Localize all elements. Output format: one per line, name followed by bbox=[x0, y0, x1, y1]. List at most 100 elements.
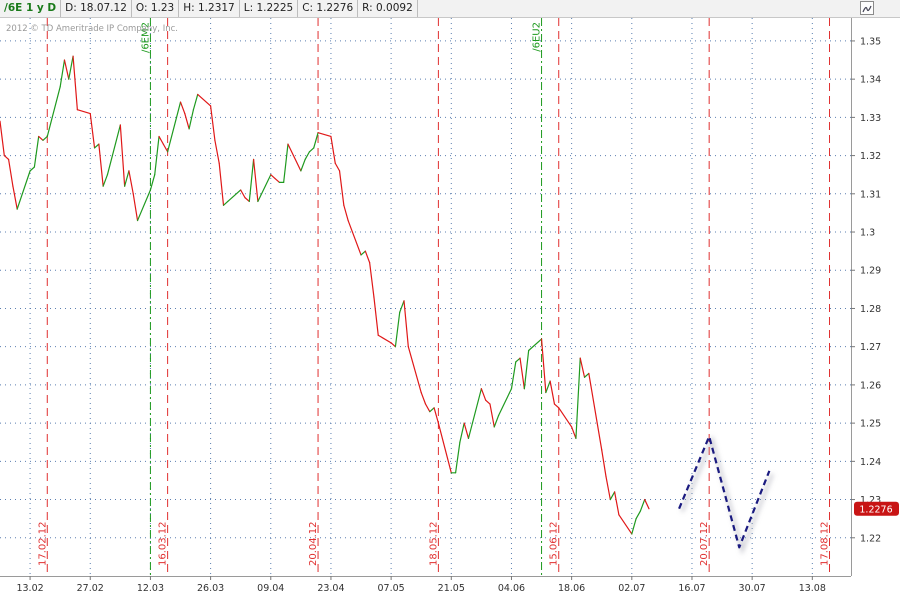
price-segment bbox=[545, 380, 551, 394]
price-segment bbox=[424, 403, 431, 413]
price-segment bbox=[162, 143, 169, 153]
marker-lines: 17.02.12/6EM2 16.03.12 20.04.12 18.05.12/6E… bbox=[37, 18, 831, 576]
price-segment bbox=[347, 219, 362, 256]
date-tick-label: 21.05 bbox=[438, 583, 465, 594]
price-segment bbox=[369, 262, 375, 298]
symbol-label[interactable]: /6E 1 y D bbox=[0, 0, 62, 17]
price-segment bbox=[270, 174, 276, 180]
price-segment bbox=[549, 380, 556, 405]
low-label: L: 1.2225 bbox=[240, 0, 299, 17]
price-segment bbox=[227, 189, 242, 203]
price-segment bbox=[454, 441, 461, 474]
price-segment bbox=[390, 342, 397, 348]
price-segment bbox=[300, 158, 306, 172]
date-tick-label: 26.03 bbox=[197, 583, 224, 594]
price-segment bbox=[571, 426, 577, 440]
price-tick-label: 1.35 bbox=[860, 36, 881, 47]
copyright-text: 2012 © TD Ameritrade IP Company, Inc. bbox=[6, 24, 178, 34]
price-segment bbox=[72, 55, 78, 111]
price-segment bbox=[128, 170, 134, 195]
price-segment bbox=[63, 59, 70, 80]
price-segment bbox=[631, 518, 637, 535]
price-segment bbox=[102, 174, 109, 187]
date-tick-label: 02.07 bbox=[618, 583, 645, 594]
price-tick-label: 1.31 bbox=[860, 189, 881, 200]
last-price-label: 1.2276 bbox=[859, 505, 892, 516]
price-segment bbox=[553, 403, 560, 409]
price-segment bbox=[33, 135, 40, 168]
price-segment bbox=[317, 132, 332, 138]
price-segment bbox=[89, 112, 96, 149]
date-tick-label: 12.03 bbox=[137, 583, 164, 594]
marker-label: 20.07.12 bbox=[699, 521, 710, 566]
marker-label: 17.08.12 bbox=[820, 521, 831, 566]
price-segment bbox=[635, 510, 641, 520]
price-segment bbox=[399, 300, 405, 313]
projection-line bbox=[678, 435, 771, 549]
price-segment bbox=[614, 491, 620, 516]
price-segment bbox=[136, 189, 152, 222]
price-segment bbox=[489, 403, 495, 428]
price-tick-label: 1.22 bbox=[860, 533, 881, 544]
price-segment bbox=[493, 414, 500, 428]
price-segment bbox=[575, 357, 581, 440]
date-tick-label: 18.06 bbox=[558, 583, 585, 594]
price-segment bbox=[601, 449, 607, 478]
date-tick-label: 09.04 bbox=[257, 583, 284, 594]
chart-header: /6E 1 y D D: 18.07.12 O: 1.23 H: 1.2317 … bbox=[0, 0, 900, 18]
price-segment bbox=[485, 399, 491, 405]
price-segment bbox=[132, 193, 139, 222]
price-segment bbox=[93, 143, 100, 149]
price-segment bbox=[154, 135, 160, 176]
price-segment bbox=[252, 158, 259, 203]
price-tick-label: 1.33 bbox=[860, 113, 881, 124]
price-segment bbox=[3, 154, 10, 161]
price-segment bbox=[59, 59, 66, 88]
price-segment bbox=[313, 132, 319, 149]
marker-label: /6EM2 bbox=[140, 22, 151, 53]
price-segment bbox=[38, 135, 44, 141]
marker-label: 18.05.12 bbox=[428, 521, 439, 566]
marker-label: 15.06.12 bbox=[549, 521, 560, 566]
price-segment bbox=[343, 204, 349, 222]
chart-style-icon bbox=[862, 5, 872, 13]
price-tick-label: 1.3 bbox=[860, 228, 875, 239]
price-segment bbox=[540, 338, 547, 394]
price-segment bbox=[222, 200, 229, 206]
date-axis[interactable]: 13.02 27.02 12.03 26.03 09.04 23.04 07.05 21.05… bbox=[0, 576, 851, 594]
price-segment bbox=[119, 124, 126, 187]
price-tick-label: 1.24 bbox=[860, 457, 881, 468]
price-segment bbox=[42, 135, 48, 141]
price-segment bbox=[287, 143, 302, 172]
price-segment bbox=[420, 391, 427, 405]
chart-settings-button[interactable] bbox=[860, 1, 874, 15]
price-segment bbox=[639, 498, 646, 512]
price-segment bbox=[274, 177, 280, 183]
price-tick-label: 1.23 bbox=[860, 495, 881, 506]
price-segment bbox=[179, 101, 186, 115]
price-segment bbox=[515, 357, 521, 363]
price-segment bbox=[184, 112, 190, 130]
price-segment bbox=[12, 185, 18, 210]
price-axis[interactable]: 1.22 1.23 1.24 1.25 1.26 1.27 1.28 1.29 1.3 1.31 1… bbox=[851, 18, 899, 576]
price-segment bbox=[433, 407, 439, 424]
marker-label: 16.03.12 bbox=[158, 521, 169, 566]
price-segment bbox=[124, 170, 130, 187]
price-segment bbox=[7, 158, 14, 187]
price-segment bbox=[304, 151, 311, 161]
price-segment bbox=[364, 250, 371, 264]
price-segment bbox=[244, 197, 250, 203]
price-segment bbox=[29, 166, 35, 172]
price-series bbox=[0, 55, 650, 535]
price-segment bbox=[558, 407, 573, 428]
price-segment bbox=[308, 147, 315, 153]
price-tick-label: 1.29 bbox=[860, 266, 881, 277]
date-tick-label: 23.04 bbox=[317, 583, 344, 594]
price-segment bbox=[519, 357, 525, 390]
price-segment bbox=[579, 357, 586, 378]
price-segment bbox=[528, 338, 543, 352]
price-segment bbox=[497, 388, 513, 417]
price-segment bbox=[76, 109, 91, 115]
price-segment bbox=[197, 93, 212, 107]
